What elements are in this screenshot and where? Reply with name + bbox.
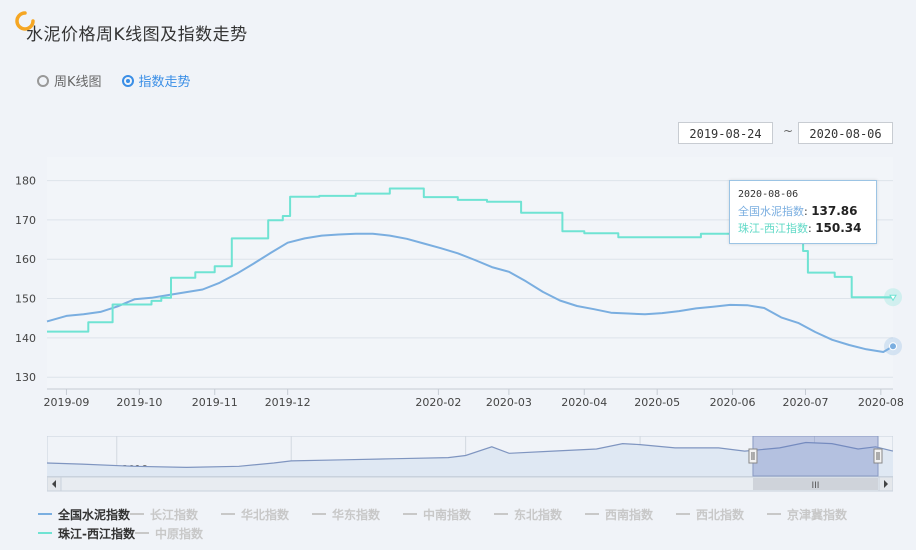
x-tick-label: 2020-06	[710, 396, 756, 409]
range-navigator[interactable]: 20162017201820192020 III	[47, 436, 893, 492]
legend-label: 华东指数	[332, 507, 381, 522]
tab-index-trend[interactable]: 指数走势	[121, 71, 191, 90]
x-tick-label: 2020-03	[486, 396, 532, 409]
legend-swatch	[585, 513, 600, 515]
tooltip-row-pearl-river: 珠江-西江指数: 150.34	[738, 221, 862, 235]
hover-marker-dot	[889, 342, 897, 351]
navigator-left-handle[interactable]	[748, 448, 758, 464]
tooltip-series-name: 珠江-西江指数	[738, 222, 808, 235]
legend-swatch	[312, 513, 327, 515]
hover-marker-triangle	[889, 294, 897, 302]
date-separator: ~	[783, 124, 794, 138]
navigator-scrollbar-thumb[interactable]	[752, 478, 878, 490]
legend-label: 华北指数	[241, 507, 290, 522]
legend-swatch	[676, 513, 691, 515]
x-tick-label: 2020-08	[858, 396, 904, 409]
legend-label: 中原指数	[154, 526, 203, 541]
end-date-input[interactable]: 2020-08-06	[798, 122, 893, 144]
x-tick-label: 2020-04	[561, 396, 607, 409]
scrollbar-grip-icon: III	[812, 481, 820, 491]
y-tick-label: 150	[15, 293, 36, 306]
arrow-left-icon	[52, 480, 56, 488]
x-tick-label: 2020-02	[415, 396, 461, 409]
legend-label: 东北指数	[514, 507, 563, 522]
legend-item[interactable]: 中南指数	[403, 506, 494, 523]
handle-grip	[748, 448, 758, 464]
legend-swatch	[38, 532, 52, 534]
legend-item[interactable]: 中原指数	[134, 525, 226, 542]
chart-tooltip: 2020-08-06 全国水泥指数: 137.86 珠江-西江指数: 150.3…	[729, 180, 877, 244]
x-tick-label: 2019-11	[192, 396, 238, 409]
legend-item[interactable]: 全国水泥指数	[38, 506, 130, 523]
legend-swatch	[767, 513, 782, 515]
brand-logo-icon	[15, 11, 35, 31]
legend-item[interactable]: 华东指数	[312, 506, 403, 523]
legend-label: 京津冀指数	[787, 507, 848, 522]
legend-item[interactable]: 珠江-西江指数	[38, 525, 135, 542]
legend-label: 中南指数	[423, 507, 472, 522]
legend-item[interactable]: 西北指数	[676, 506, 767, 523]
navigator-right-handle[interactable]	[873, 448, 883, 464]
legend-label: 长江指数	[150, 507, 199, 522]
handle-grip	[873, 448, 883, 464]
legend-swatch	[221, 513, 236, 515]
radio-selected-icon	[121, 74, 134, 87]
start-date-input[interactable]: 2019-08-24	[678, 122, 773, 144]
y-tick-label: 160	[15, 253, 36, 266]
legend-label: 珠江-西江指数	[58, 526, 135, 541]
tooltip-series-value: 150.34	[815, 221, 862, 235]
y-tick-label: 130	[15, 371, 36, 384]
tooltip-series-name: 全国水泥指数	[738, 205, 804, 218]
navigator-scrollbar[interactable]	[47, 476, 893, 492]
page-title: 水泥价格周K线图及指数走势	[26, 25, 248, 45]
navigator-area	[47, 442, 893, 476]
series-line-0	[46, 232, 894, 353]
legend-swatch	[403, 513, 418, 515]
tooltip-series-value: 137.86	[811, 204, 858, 218]
tooltip-row-national: 全国水泥指数: 137.86	[738, 204, 858, 218]
x-tick-label: 2020-07	[782, 396, 828, 409]
legend-row: 珠江-西江指数 中原指数	[38, 524, 908, 542]
navigator-selection[interactable]	[752, 436, 879, 477]
radio-icon	[37, 74, 49, 87]
tab-label: 指数走势	[138, 75, 191, 90]
legend-label: 全国水泥指数	[58, 507, 131, 522]
legend-swatch	[494, 513, 509, 515]
legend-item[interactable]: 西南指数	[585, 506, 676, 523]
tab-weekly-kline[interactable]: 周K线图	[37, 71, 102, 90]
y-tick-label: 140	[15, 332, 36, 345]
legend-swatch	[38, 513, 52, 515]
legend-swatch	[134, 532, 149, 534]
y-tick-label: 170	[15, 214, 36, 227]
legend-label: 西南指数	[605, 507, 654, 522]
tooltip-date: 2020-08-06	[738, 189, 799, 200]
legend-item[interactable]: 京津冀指数	[767, 506, 858, 523]
x-tick-label: 2020-05	[634, 396, 680, 409]
y-tick-label: 180	[15, 175, 36, 188]
mode-tabs: 周K线图 指数走势	[37, 71, 191, 90]
arrow-right-icon	[884, 480, 888, 488]
legend-label: 西北指数	[696, 507, 745, 522]
x-tick-label: 2019-12	[265, 396, 311, 409]
legend-row: 全国水泥指数 长江指数 华北指数 华东指数 中南指数 东北指数 西南指数 西北指数 京津冀指数	[38, 505, 908, 523]
navigator-line	[47, 441, 893, 469]
x-tick-label: 2019-09	[43, 396, 89, 409]
legend-item[interactable]: 华北指数	[221, 506, 312, 523]
legend-item[interactable]: 东北指数	[494, 506, 585, 523]
legend-swatch	[130, 513, 145, 515]
tab-label: 周K线图	[54, 75, 102, 90]
chart-legend: 全国水泥指数 长江指数 华北指数 华东指数 中南指数 东北指数 西南指数 西北指数 京津冀指数珠…	[38, 505, 908, 543]
x-tick-label: 2019-10	[116, 396, 162, 409]
legend-item[interactable]: 长江指数	[130, 506, 221, 523]
